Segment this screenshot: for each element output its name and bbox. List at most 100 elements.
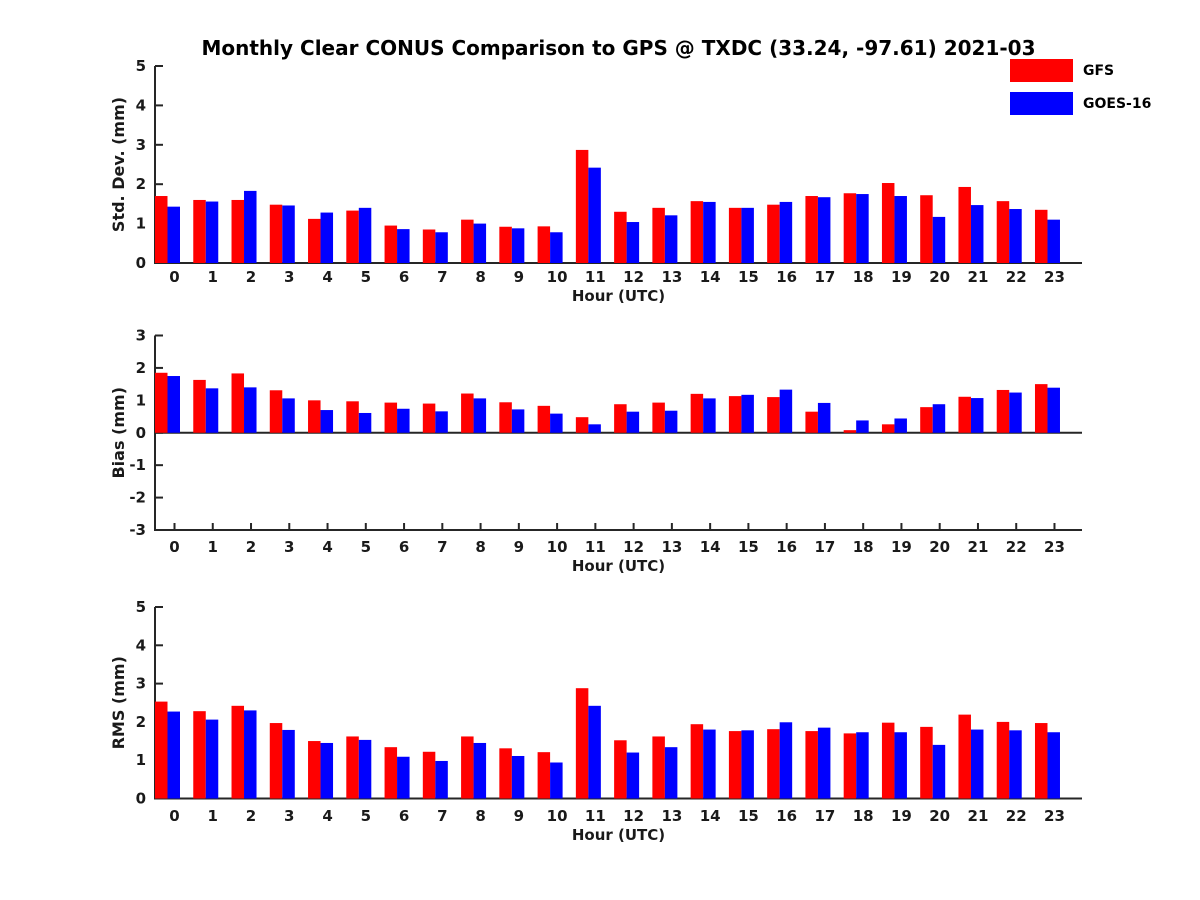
- bar-gfs: [728, 396, 742, 433]
- legend: GFS GOES-16: [1010, 59, 1151, 125]
- bar-gfs: [652, 736, 665, 799]
- bar-goes-16: [282, 205, 295, 263]
- x-tick-label: 10: [547, 268, 568, 286]
- x-tick-label: 23: [1044, 538, 1065, 556]
- bar-goes-16: [932, 744, 946, 799]
- bar-gfs: [920, 407, 933, 433]
- bar-goes-16: [205, 201, 219, 263]
- x-tick-label: 7: [437, 538, 447, 556]
- bar-gfs: [537, 405, 551, 433]
- x-tick-label: 20: [929, 268, 950, 286]
- x-tick-label: 0: [169, 807, 179, 825]
- bar-gfs: [308, 218, 321, 263]
- bar-goes-16: [435, 411, 448, 433]
- bar-goes-16: [511, 409, 525, 433]
- bar-gfs: [652, 207, 665, 263]
- x-tick-label: 18: [853, 807, 874, 825]
- x-tick-label: 9: [514, 807, 524, 825]
- bar-gfs: [155, 701, 168, 799]
- bar-gfs: [422, 751, 436, 799]
- bar-goes-16: [358, 412, 372, 433]
- bar-gfs: [1034, 723, 1048, 799]
- x-tick-label: 22: [1006, 538, 1027, 556]
- y-tick-label: 2: [136, 175, 146, 193]
- x-tick-label: 4: [322, 807, 332, 825]
- x-tick-label: 16: [776, 268, 797, 286]
- bar-gfs: [422, 229, 436, 263]
- bar-goes-16: [550, 413, 563, 433]
- x-tick-label: 8: [475, 268, 485, 286]
- x-tick-label: 12: [623, 807, 644, 825]
- bar-goes-16: [664, 410, 678, 433]
- x-tick-label: 10: [547, 807, 568, 825]
- bar-goes-16: [856, 194, 869, 263]
- bar-goes-16: [397, 408, 410, 433]
- bar-goes-16: [970, 729, 984, 799]
- bar-goes-16: [779, 722, 793, 799]
- x-tick-label: 14: [700, 538, 721, 556]
- x-tick-label: 23: [1044, 268, 1065, 286]
- bar-gfs: [614, 211, 627, 263]
- bar-goes-16: [779, 201, 793, 263]
- bar-gfs: [422, 403, 436, 433]
- gfs-color-swatch: [1010, 59, 1073, 82]
- y-tick-label: 2: [136, 359, 146, 377]
- x-tick-label: 14: [700, 268, 721, 286]
- bar-gfs: [575, 688, 589, 799]
- y-tick-label: 5: [136, 598, 146, 616]
- x-tick-label: 22: [1006, 268, 1027, 286]
- bar-goes-16: [817, 402, 831, 433]
- y-axis-label: RMS (mm): [109, 656, 128, 749]
- bar-goes-16: [244, 710, 257, 799]
- x-tick-label: 7: [437, 807, 447, 825]
- bar-gfs: [767, 729, 780, 799]
- bar-goes-16: [473, 223, 487, 263]
- bar-gfs: [499, 748, 512, 799]
- bar-goes-16: [817, 197, 831, 263]
- x-tick-label: 4: [322, 538, 332, 556]
- x-axis-label: Hour (UTC): [572, 826, 665, 844]
- x-tick-label: 20: [929, 538, 950, 556]
- x-tick-label: 13: [661, 538, 682, 556]
- bar-goes-16: [167, 376, 180, 433]
- x-tick-label: 8: [475, 807, 485, 825]
- y-tick-label: 4: [136, 636, 146, 654]
- bar-goes-16: [550, 232, 563, 263]
- bar-goes-16: [473, 742, 487, 799]
- bar-gfs: [958, 186, 971, 263]
- x-tick-label: 3: [284, 538, 294, 556]
- bar-goes-16: [741, 394, 754, 433]
- bar-goes-16: [358, 739, 372, 799]
- bar-goes-16: [1047, 732, 1060, 799]
- x-tick-label: 6: [399, 538, 409, 556]
- bar-goes-16: [703, 729, 716, 799]
- bar-gfs: [805, 411, 818, 433]
- x-tick-label: 3: [284, 807, 294, 825]
- y-tick-label: 1: [136, 391, 146, 409]
- bar-gfs: [537, 752, 551, 799]
- x-tick-label: 6: [399, 807, 409, 825]
- bar-goes-16: [167, 206, 180, 263]
- x-tick-label: 16: [776, 807, 797, 825]
- x-tick-label: 19: [891, 807, 912, 825]
- bar-gfs: [767, 397, 780, 433]
- bar-goes-16: [741, 207, 754, 263]
- x-tick-label: 19: [891, 268, 912, 286]
- x-tick-label: 2: [246, 268, 256, 286]
- x-tick-label: 4: [322, 268, 332, 286]
- bar-gfs: [690, 393, 704, 433]
- x-tick-label: 12: [623, 538, 644, 556]
- bar-goes-16: [244, 387, 257, 433]
- bar-goes-16: [664, 747, 678, 799]
- bar-gfs: [614, 740, 627, 799]
- y-tick-label: 3: [136, 675, 146, 693]
- bar-goes-16: [856, 420, 869, 433]
- x-tick-label: 21: [968, 807, 989, 825]
- x-tick-label: 5: [361, 538, 371, 556]
- x-axis-label: Hour (UTC): [572, 557, 665, 575]
- bar-goes-16: [856, 732, 869, 799]
- bar-gfs: [805, 196, 818, 263]
- x-tick-label: 15: [738, 268, 759, 286]
- bar-gfs: [346, 736, 359, 799]
